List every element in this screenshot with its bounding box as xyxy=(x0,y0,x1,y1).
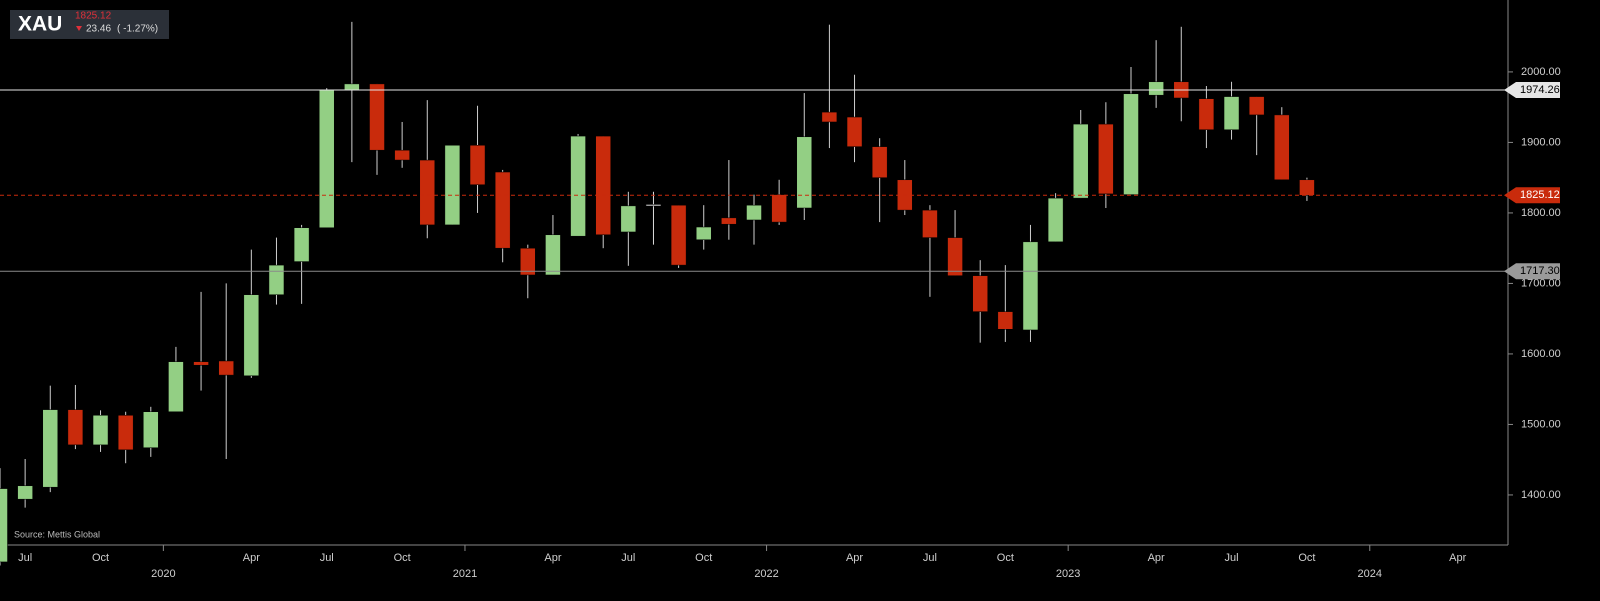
candle-body xyxy=(520,247,536,276)
candle-body xyxy=(1047,197,1064,243)
candle-body xyxy=(494,171,511,249)
candle-body xyxy=(369,83,385,151)
candle-body xyxy=(218,360,234,376)
candle-body xyxy=(771,194,787,223)
candle-body xyxy=(1274,114,1290,181)
x-tick-label: Apr xyxy=(1148,552,1165,564)
y-tick-label: 1400.00 xyxy=(1521,489,1561,501)
candle-body xyxy=(193,361,209,366)
y-tick-label: 1600.00 xyxy=(1521,348,1561,360)
x-tick-label: Jul xyxy=(1225,552,1239,564)
candle-body xyxy=(695,226,712,240)
candle-body xyxy=(645,204,662,207)
x-tick-label: Apr xyxy=(846,552,863,564)
candle-body xyxy=(318,89,335,228)
candle-body xyxy=(42,409,59,488)
candle-body xyxy=(1198,98,1215,130)
x-tick-label: Oct xyxy=(695,552,712,564)
candle-body xyxy=(846,116,863,147)
candle-body xyxy=(1098,123,1114,195)
candle-body xyxy=(419,159,436,226)
price-tag-label: 1717.30 xyxy=(1520,265,1560,277)
candle-body xyxy=(721,217,737,225)
candle-body xyxy=(394,149,410,161)
year-label: 2020 xyxy=(151,568,175,580)
price: 1825.12 xyxy=(75,11,112,22)
candle-body xyxy=(1148,81,1164,96)
candle-body xyxy=(67,409,84,446)
candle-body xyxy=(1123,93,1139,195)
x-tick-label: Oct xyxy=(92,552,109,564)
candle-body xyxy=(243,294,260,377)
candle-body xyxy=(17,485,33,500)
x-tick-label: Oct xyxy=(997,552,1014,564)
candle-body xyxy=(1072,123,1089,199)
symbol: XAU xyxy=(18,13,62,36)
x-tick-label: Apr xyxy=(243,552,260,564)
candle-body xyxy=(972,275,988,312)
y-tick-label: 1700.00 xyxy=(1521,277,1561,289)
price-tag-label: 1974.26 xyxy=(1520,84,1560,96)
candle-body xyxy=(1223,96,1240,130)
candle-body xyxy=(947,237,963,276)
candle-body xyxy=(92,415,109,446)
candle-body xyxy=(344,83,360,91)
candle-body xyxy=(997,311,1014,330)
candle-body xyxy=(545,234,561,276)
x-tick-label: Oct xyxy=(1298,552,1315,564)
x-tick-label: Jul xyxy=(320,552,334,564)
year-label: 2021 xyxy=(453,568,477,580)
year-label: 2022 xyxy=(754,568,778,580)
header-box xyxy=(10,10,169,39)
x-tick-label: Jul xyxy=(923,552,937,564)
change: 23.46 xyxy=(86,24,111,35)
price-tag-label: 1825.12 xyxy=(1520,189,1560,201)
candle-body xyxy=(871,146,888,178)
candle-body xyxy=(670,204,687,266)
candle-body xyxy=(1299,179,1315,196)
x-tick-label: Jul xyxy=(621,552,635,564)
candle-body xyxy=(922,209,938,238)
candle-body xyxy=(293,227,310,262)
candle-body xyxy=(168,361,184,412)
x-tick-label: Apr xyxy=(1449,552,1466,564)
candle-body xyxy=(444,144,461,226)
candle-body xyxy=(821,111,838,123)
y-tick-label: 1500.00 xyxy=(1521,418,1561,430)
candle-body xyxy=(469,144,486,185)
price-tag xyxy=(1504,263,1560,280)
candle-body xyxy=(746,204,762,221)
y-tick-label: 1900.00 xyxy=(1521,136,1561,148)
down-arrow xyxy=(76,26,82,31)
candle-body xyxy=(620,205,637,233)
candle-body xyxy=(268,264,285,295)
candle-body xyxy=(570,135,586,237)
x-tick-label: Jul xyxy=(18,552,32,564)
x-tick-label: Oct xyxy=(394,552,411,564)
source: Source: Mettis Global xyxy=(14,529,100,539)
y-tick-label: 1800.00 xyxy=(1521,207,1561,219)
candle-body xyxy=(117,415,134,451)
candle-body xyxy=(1022,241,1039,331)
candle-body xyxy=(796,136,813,209)
change-percent: ( -1.27%) xyxy=(117,24,158,35)
year-label: 2023 xyxy=(1056,568,1080,580)
y-tick-label: 2000.00 xyxy=(1521,66,1561,78)
candle-body xyxy=(595,135,611,236)
price-tag xyxy=(1504,82,1560,99)
candle-body xyxy=(1248,96,1265,116)
x-tick-label: Apr xyxy=(544,552,561,564)
candle-body xyxy=(143,411,159,448)
price-tag xyxy=(1504,187,1560,204)
year-label: 2024 xyxy=(1358,568,1382,580)
candle-body xyxy=(0,488,8,563)
